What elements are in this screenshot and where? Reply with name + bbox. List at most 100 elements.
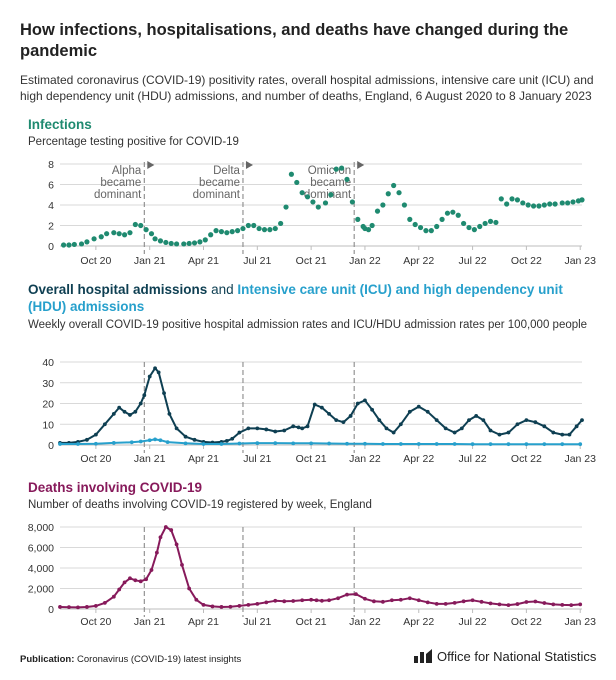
series-point — [542, 424, 547, 429]
infection-point — [152, 236, 158, 242]
y-tick-label: 20 — [42, 399, 54, 411]
footer: Publication: Coronavirus (COVID-19) late… — [20, 654, 241, 665]
infection-point — [310, 199, 316, 205]
infection-point — [229, 229, 235, 235]
deaths-chart: 0 2,000 4,000 6,000 8,000 Oct 20 Jan 21 Apr 21 J… — [28, 522, 596, 628]
hospital-subtitle: Weekly overall COVID-19 positive hospita… — [28, 319, 588, 331]
series-point — [237, 430, 242, 435]
series-point — [416, 598, 421, 603]
series-point — [102, 422, 107, 427]
infection-point — [121, 232, 128, 238]
x-tick-label: Apr 21 — [188, 616, 219, 628]
series-point — [578, 602, 583, 607]
footer-label: Publication: — [20, 654, 75, 665]
series-point — [461, 599, 466, 604]
series-point — [219, 605, 224, 609]
infection-point — [91, 236, 97, 242]
infection-point — [304, 194, 311, 200]
page-title: How infections, hospitalisations, and de… — [20, 21, 569, 60]
series-point — [567, 432, 572, 437]
series-point — [380, 599, 385, 604]
infection-point — [278, 220, 284, 227]
series-point — [416, 404, 421, 409]
deaths-subtitle: Number of deaths involving COVID-19 regi… — [28, 499, 372, 511]
variant-label: dominant — [304, 189, 352, 201]
x-tick-label: Jan 22 — [349, 616, 381, 628]
infection-point — [385, 191, 391, 197]
infection-point — [339, 165, 345, 171]
series-point — [391, 430, 396, 435]
infection-point — [191, 240, 198, 246]
series-point — [85, 437, 89, 442]
infection-point — [579, 197, 585, 203]
hospital-title-part1: Overall hospital admissions — [28, 282, 208, 297]
x-tick-label: Oct 20 — [80, 616, 111, 628]
infection-point — [213, 228, 219, 234]
series-point — [506, 603, 511, 608]
series-point — [542, 442, 547, 447]
series-point — [314, 598, 319, 603]
series-point — [122, 580, 127, 585]
series-point — [425, 409, 430, 414]
infection-point — [132, 221, 138, 228]
x-tick-label: Jan 22 — [349, 255, 381, 267]
x-tick-label: Oct 20 — [80, 255, 111, 267]
x-tick-label: Oct 21 — [296, 453, 327, 465]
y-tick-label: 0 — [48, 604, 54, 616]
series-point — [470, 442, 475, 447]
x-tick-label: Apr 21 — [188, 255, 219, 267]
series-point — [219, 442, 224, 446]
series-point — [201, 603, 206, 607]
infection-point — [365, 227, 372, 233]
y-tick-label: 8,000 — [28, 522, 54, 534]
infections-chart: 0 2 4 6 8 Oct 20 Jan 21 Apr 21 Jul 21 Oct 21 Jan 2… — [48, 159, 596, 267]
infection-point — [487, 218, 494, 224]
x-tick-label: Oct 20 — [80, 453, 111, 465]
series-point — [255, 426, 260, 431]
series-point — [336, 596, 340, 601]
x-tick-label: Jan 23 — [564, 616, 596, 628]
series-point — [144, 577, 149, 582]
infection-point — [322, 200, 329, 206]
infection-point — [450, 209, 456, 215]
series-point — [133, 409, 138, 414]
series-point — [291, 599, 296, 603]
series-point — [551, 602, 556, 607]
series-point — [327, 411, 331, 416]
series-point — [237, 604, 242, 608]
series-point — [481, 418, 486, 422]
x-tick-label: Apr 22 — [403, 453, 434, 465]
infection-point — [547, 201, 553, 207]
x-tick-label: Oct 22 — [511, 616, 542, 628]
series-point — [515, 602, 520, 606]
series-point — [560, 442, 565, 447]
hospital-chart: 0 10 20 30 40 Oct 20 Jan 21 Apr 21 Jul 21 Oct 21 J… — [42, 357, 596, 465]
series-point — [165, 440, 170, 444]
x-tick-label: Oct 21 — [296, 616, 327, 628]
series-point — [443, 601, 448, 606]
infection-point — [294, 179, 300, 186]
infection-point — [197, 239, 203, 245]
variant-marker-icon — [357, 161, 365, 169]
variant-label: Alpha — [112, 165, 142, 177]
series-point — [174, 542, 179, 547]
series-point — [138, 401, 143, 406]
deaths-title: Deaths involving COVID-19 — [28, 480, 203, 495]
series-point — [354, 592, 358, 597]
footer-link[interactable]: Coronavirus (COVID-19) latest insights — [74, 654, 242, 665]
series-point — [319, 598, 324, 603]
x-tick-label: Oct 22 — [511, 453, 542, 465]
infection-point — [455, 212, 461, 218]
series-point — [574, 424, 579, 429]
series-point — [122, 409, 127, 414]
y-tick-label: 6 — [48, 180, 54, 192]
series-line — [60, 367, 583, 444]
series-point — [515, 422, 520, 427]
infection-point — [401, 202, 408, 208]
series-point — [372, 599, 376, 604]
infection-point — [570, 199, 576, 205]
infection-point — [181, 241, 187, 247]
variant-marker-icon — [147, 161, 155, 169]
series-point — [434, 442, 439, 446]
